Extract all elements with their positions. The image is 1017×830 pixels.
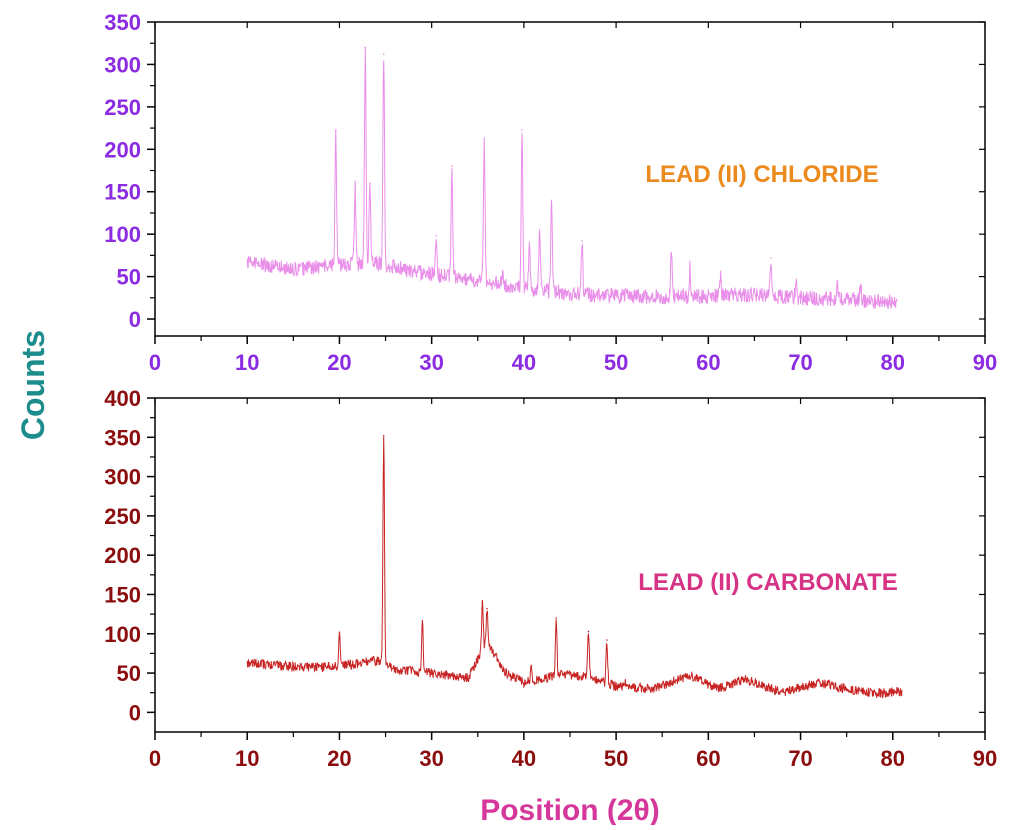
- x-tick-label: 10: [235, 746, 259, 771]
- x-tick-label: 20: [327, 746, 351, 771]
- series-line: [246, 46, 898, 310]
- peak-point: [670, 252, 673, 254]
- peak-point: [538, 233, 541, 235]
- y-tick-label: 150: [104, 180, 141, 205]
- y-tick-label: 350: [104, 425, 141, 450]
- series-annotation: LEAD (II) CHLORIDE: [645, 161, 878, 188]
- peak-point: [364, 46, 367, 49]
- x-tick-label: 70: [788, 746, 812, 771]
- peak-point: [624, 681, 627, 684]
- peak-point: [581, 240, 583, 242]
- peak-point: [483, 137, 486, 140]
- y-tick-label: 400: [104, 386, 141, 411]
- panel-lead-carbonate: 0 10 20 30 40 50 60 70 80 90 0 50 100 150 200 250 300 350…: [104, 386, 997, 771]
- x-tick-label: 10: [235, 350, 259, 375]
- plot-frame: [154, 397, 986, 733]
- y-tick-label: 300: [104, 52, 141, 77]
- peak-point: [689, 267, 691, 269]
- peak-point: [550, 204, 553, 207]
- peak-point: [338, 631, 341, 633]
- peak-point: [435, 235, 438, 237]
- peak-point: [501, 274, 504, 276]
- x-axis-label: Position (2θ): [480, 794, 660, 825]
- peak-point: [382, 53, 385, 56]
- x-tick-label: 80: [881, 350, 905, 375]
- y-tick-label: 100: [104, 222, 141, 247]
- y-tick-label: 350: [104, 10, 141, 35]
- x-tick-label: 90: [973, 350, 997, 375]
- y-tick-label: 50: [117, 265, 141, 290]
- peak-point: [859, 284, 862, 286]
- x-tick-label: 40: [512, 350, 536, 375]
- x-tick-label: 60: [696, 350, 720, 375]
- x-tick-label: 40: [512, 746, 536, 771]
- y-tick-label: 0: [129, 307, 141, 332]
- peak-point: [354, 186, 356, 189]
- peak-point: [770, 257, 772, 259]
- y-tick-label: 50: [117, 661, 141, 686]
- peak-point: [451, 165, 453, 168]
- peak-point: [369, 182, 371, 185]
- x-tick-label: 20: [327, 350, 351, 375]
- y-tick-label: 100: [104, 622, 141, 647]
- y-tick-label: 0: [129, 700, 141, 725]
- x-tick-label: 30: [419, 350, 443, 375]
- peak-point: [530, 665, 533, 668]
- series-line: [246, 436, 903, 699]
- y-tick-label: 150: [104, 582, 141, 607]
- peak-point: [528, 241, 531, 244]
- y-axis-label: Counts: [15, 330, 51, 440]
- y-tick-label: 250: [104, 504, 141, 529]
- series-annotation: LEAD (II) CARBONATE: [638, 569, 898, 596]
- peak-point: [334, 129, 337, 132]
- peak-point: [587, 630, 590, 633]
- y-tick-label: 300: [104, 465, 141, 490]
- peak-point: [555, 617, 557, 619]
- y-tick-label: 200: [104, 543, 141, 568]
- peak-point: [421, 623, 424, 626]
- x-tick-label: 0: [149, 746, 161, 771]
- x-tick-label: 70: [788, 350, 812, 375]
- x-tick-label: 30: [419, 746, 443, 771]
- peak-point: [836, 282, 839, 285]
- x-tick-label: 50: [604, 350, 628, 375]
- x-tick-label: 60: [696, 746, 720, 771]
- x-tick-label: 80: [881, 746, 905, 771]
- y-tick-label: 250: [104, 95, 141, 120]
- peak-point: [481, 601, 484, 604]
- x-tick-label: 90: [973, 746, 997, 771]
- peak-point: [486, 607, 488, 610]
- peak-point: [606, 639, 608, 641]
- panel-lead-chloride: 0 10 20 30 40 50 60 70 80 90 0 50 100 150 200 250 300 350…: [104, 10, 997, 375]
- peak-point: [521, 128, 523, 131]
- y-tick-label: 200: [104, 137, 141, 162]
- peak-point: [795, 282, 797, 285]
- x-tick-label: 0: [149, 350, 161, 375]
- peak-point: [719, 274, 722, 276]
- x-tick-label: 50: [604, 746, 628, 771]
- peak-point: [382, 434, 385, 437]
